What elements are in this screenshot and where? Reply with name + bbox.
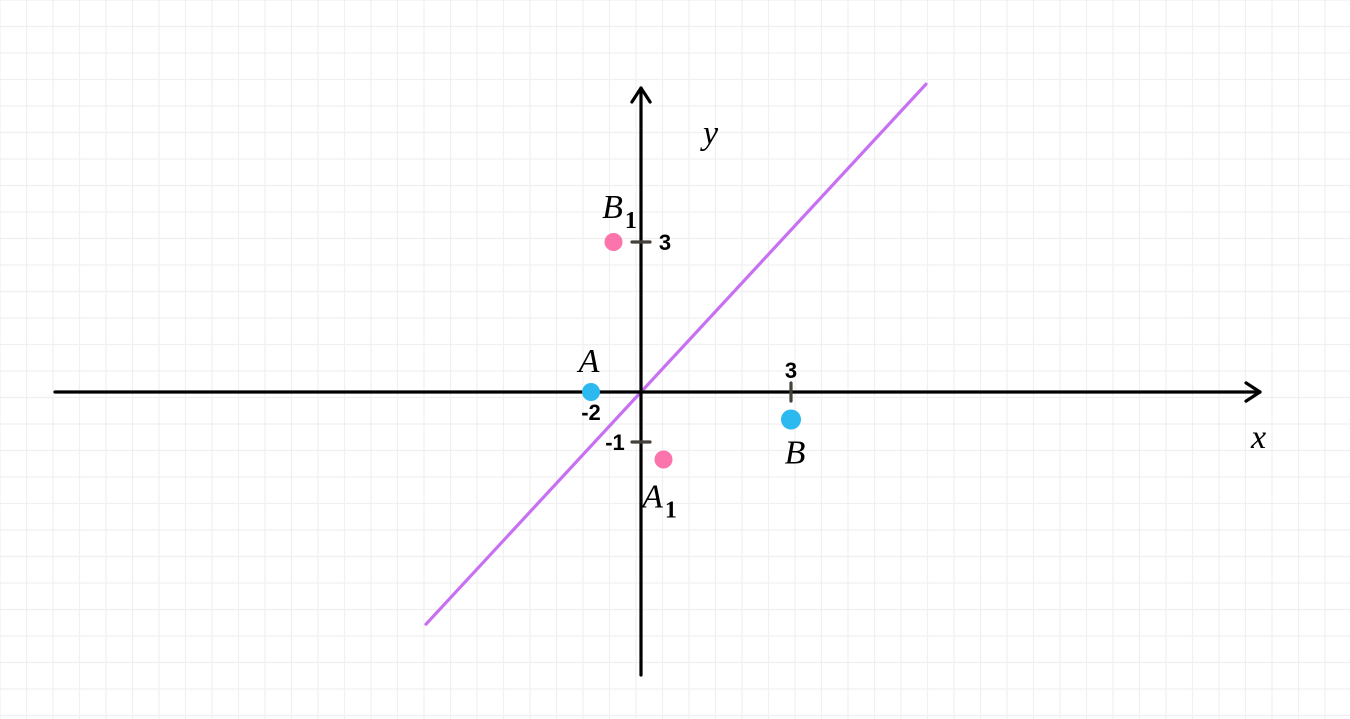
point-A1	[655, 451, 673, 469]
point-B1	[605, 233, 623, 251]
y-axis-label: y	[700, 115, 719, 152]
coordinate-plot: xy33-1-2ABA1B1	[0, 0, 1350, 719]
y-tick-label: -1	[605, 430, 625, 455]
neg2-label: -2	[581, 400, 601, 425]
x-axis-label: x	[1250, 419, 1266, 456]
point-label-A: A	[577, 343, 600, 380]
x-tick-label: 3	[785, 358, 797, 383]
y-tick-label: 3	[659, 230, 671, 255]
point-A	[582, 383, 600, 401]
point-label-B: B	[785, 435, 806, 472]
point-B	[781, 410, 801, 430]
